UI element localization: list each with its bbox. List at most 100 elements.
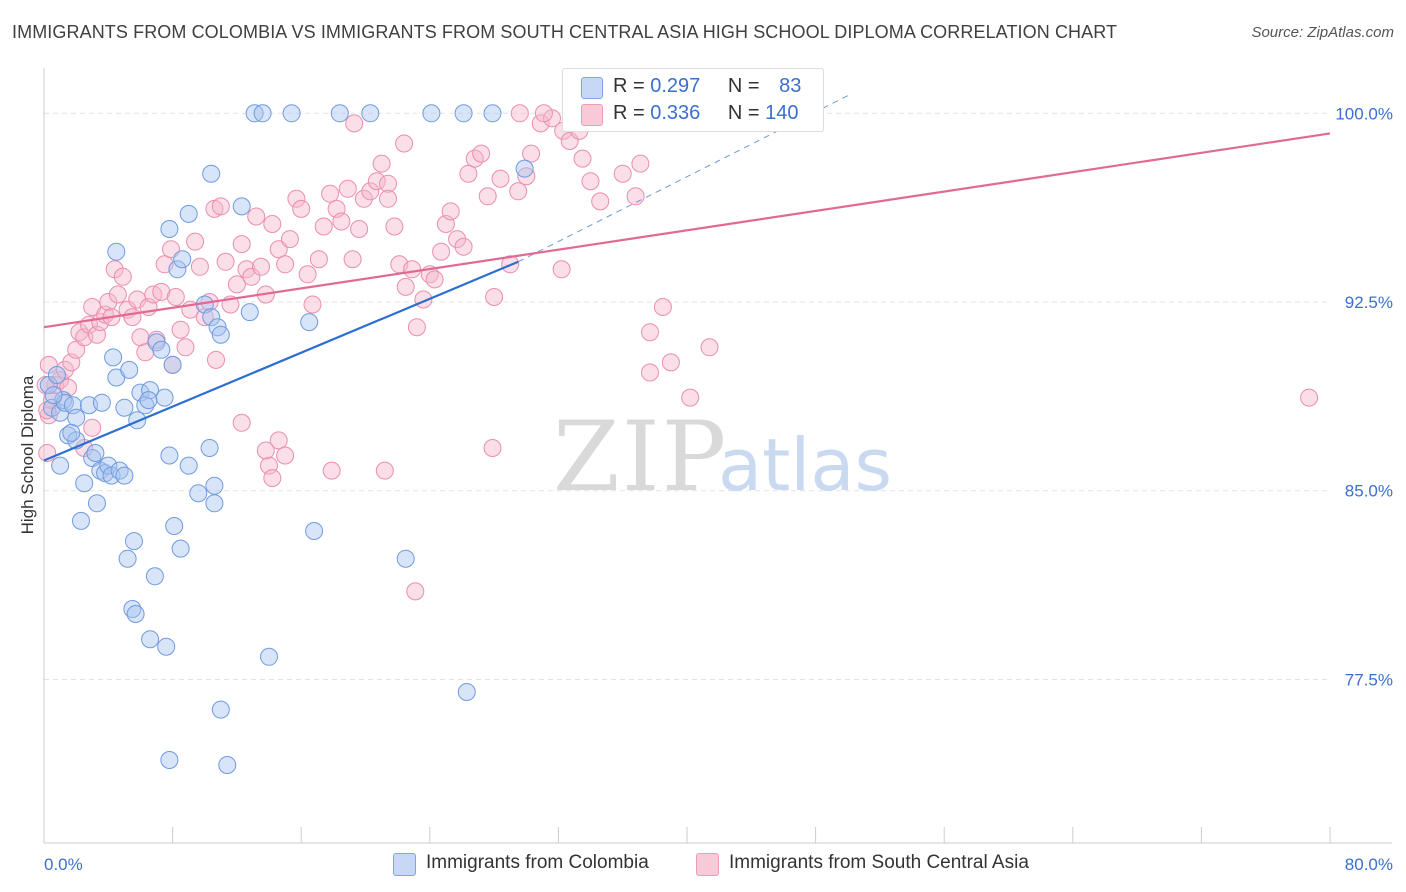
- point-south-central-asia: [509, 182, 528, 201]
- point-colombia: [515, 159, 534, 178]
- point-colombia: [202, 164, 221, 183]
- point-colombia: [115, 466, 134, 485]
- point-south-central-asia: [162, 240, 180, 259]
- point-south-central-asia: [641, 363, 659, 382]
- point-south-central-asia: [343, 250, 362, 269]
- legend-r-label: R =: [613, 75, 651, 97]
- point-south-central-asia: [396, 277, 415, 296]
- y-axis-label: High School Diploma: [18, 375, 37, 534]
- point-south-central-asia: [186, 232, 205, 251]
- point-colombia: [47, 366, 66, 384]
- point-colombia: [152, 340, 171, 359]
- point-colombia: [67, 408, 86, 427]
- point-south-central-asia: [242, 267, 261, 286]
- point-colombia: [168, 260, 187, 279]
- point-colombia: [62, 423, 81, 442]
- point-colombia: [361, 104, 380, 123]
- point-south-central-asia: [207, 350, 225, 369]
- point-south-central-asia: [403, 260, 422, 279]
- stats-legend: R = 0.297 N = 83 R = 0.336 N = 140: [562, 68, 824, 132]
- point-colombia: [240, 303, 259, 322]
- point-south-central-asia: [653, 298, 672, 316]
- bottom-legend-label-south-central-asia: Immigrants from South Central Asia: [729, 852, 1029, 873]
- point-south-central-asia: [166, 288, 185, 306]
- chart-source: Source: ZipAtlas.com: [1251, 24, 1394, 41]
- point-colombia: [139, 391, 158, 410]
- point-colombia: [126, 605, 145, 623]
- point-colombia: [157, 637, 176, 656]
- point-south-central-asia: [152, 282, 171, 301]
- point-south-central-asia: [354, 189, 373, 208]
- point-south-central-asia: [298, 265, 317, 284]
- point-south-central-asia: [379, 189, 397, 208]
- point-colombia: [104, 348, 123, 367]
- point-south-central-asia: [531, 114, 550, 133]
- point-colombia: [125, 532, 143, 551]
- point-south-central-asia: [131, 328, 150, 347]
- axes: [43, 68, 1392, 844]
- point-south-central-asia: [478, 187, 497, 206]
- legend-swatch-south-central-asia: [581, 104, 603, 126]
- point-south-central-asia: [227, 275, 246, 294]
- point-south-central-asia: [510, 104, 529, 123]
- point-colombia: [86, 444, 105, 462]
- point-colombia: [189, 484, 208, 503]
- trend-lines: [43, 95, 1331, 462]
- point-south-central-asia: [113, 267, 132, 286]
- bottom-legend-swatch-south-central-asia: [696, 853, 719, 876]
- point-south-central-asia: [287, 189, 306, 208]
- point-south-central-asia: [425, 270, 444, 289]
- point-colombia: [218, 756, 237, 774]
- point-south-central-asia: [303, 295, 322, 314]
- x-tick-label-max: 80.0%: [1345, 855, 1393, 874]
- chart-title: IMMIGRANTS FROM COLOMBIA VS IMMIGRANTS F…: [12, 22, 1118, 42]
- point-south-central-asia: [232, 413, 251, 432]
- bottom-legend-label-colombia: Immigrants from Colombia: [426, 852, 649, 873]
- point-south-central-asia: [309, 250, 328, 269]
- point-colombia: [205, 494, 224, 513]
- point-south-central-asia: [276, 255, 295, 274]
- point-south-central-asia: [83, 418, 102, 437]
- point-colombia: [107, 242, 126, 261]
- point-south-central-asia: [314, 217, 333, 236]
- point-south-central-asia: [454, 237, 473, 256]
- point-colombia: [110, 461, 129, 480]
- point-colombia: [155, 388, 174, 407]
- point-south-central-asia: [379, 174, 397, 193]
- point-south-central-asia: [517, 167, 536, 186]
- point-south-central-asia: [338, 179, 357, 198]
- point-south-central-asia: [534, 104, 553, 123]
- point-colombia: [173, 250, 192, 269]
- legend-swatch-colombia: [581, 77, 603, 99]
- point-south-central-asia: [581, 172, 600, 191]
- watermark-atlas: atlas: [718, 423, 892, 507]
- point-colombia: [253, 104, 272, 123]
- point-south-central-asia: [108, 285, 127, 304]
- point-colombia: [115, 398, 134, 417]
- point-south-central-asia: [441, 202, 460, 221]
- point-colombia: [483, 104, 502, 123]
- point-south-central-asia: [128, 290, 147, 309]
- point-south-central-asia: [361, 182, 380, 201]
- point-colombia: [83, 449, 102, 467]
- point-south-central-asia: [552, 260, 571, 279]
- point-south-central-asia: [269, 240, 288, 259]
- point-south-central-asia: [321, 184, 340, 203]
- point-south-central-asia: [1300, 388, 1319, 407]
- point-south-central-asia: [232, 235, 251, 254]
- point-colombia: [75, 474, 94, 493]
- series-south-central-asia-points: [36, 104, 1319, 601]
- point-colombia: [232, 197, 251, 216]
- point-colombia: [457, 683, 476, 701]
- legend-n-label: N =: [727, 75, 766, 97]
- point-south-central-asia: [256, 441, 275, 460]
- point-south-central-asia: [372, 154, 391, 173]
- point-south-central-asia: [345, 114, 364, 133]
- point-south-central-asia: [459, 164, 478, 183]
- point-colombia: [92, 393, 111, 412]
- point-colombia: [44, 386, 63, 405]
- point-south-central-asia: [485, 288, 504, 306]
- point-colombia: [141, 630, 160, 649]
- point-colombia: [200, 439, 219, 457]
